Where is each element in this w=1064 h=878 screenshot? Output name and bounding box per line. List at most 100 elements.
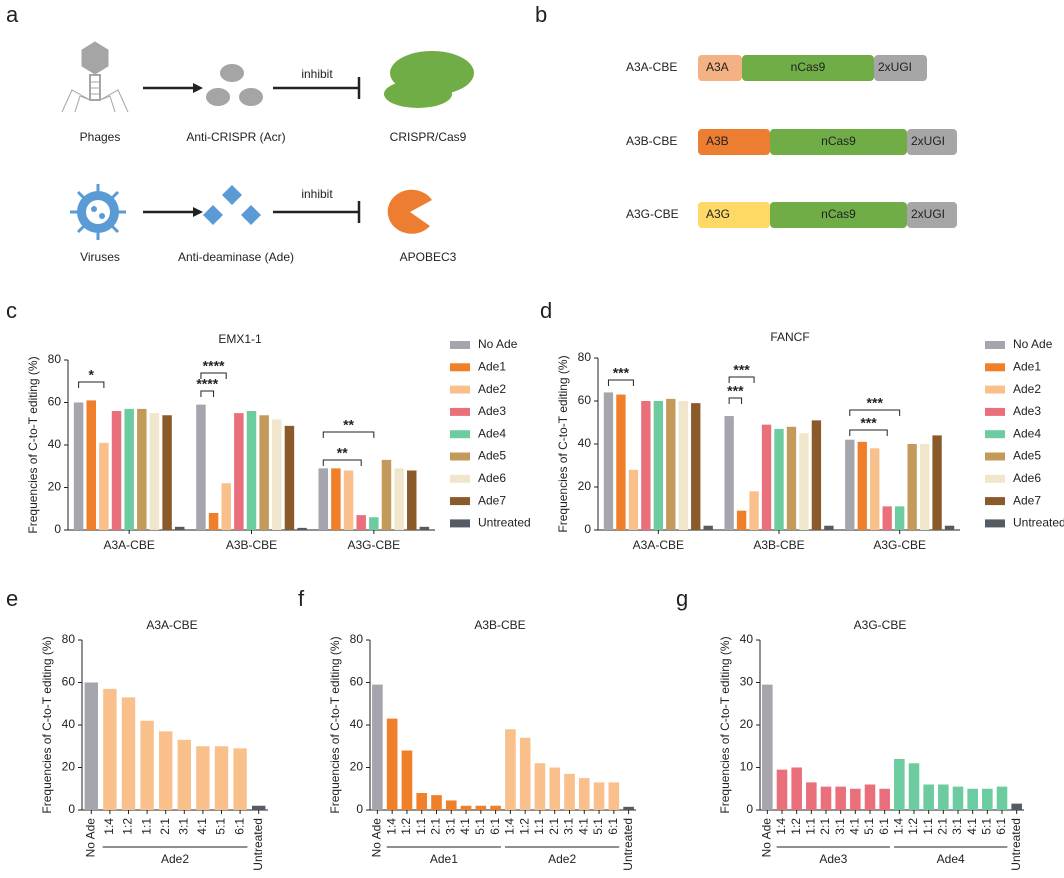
bar: [774, 428, 784, 530]
y-tick-label: 0: [356, 802, 363, 816]
bar: [623, 806, 634, 810]
bar: [124, 408, 134, 530]
significance-label: ***: [860, 415, 877, 431]
bar: [761, 424, 772, 530]
bar: [666, 398, 676, 530]
legend-swatch: [985, 385, 1005, 394]
bar: [944, 525, 955, 530]
legend-label: Ade7: [478, 493, 506, 507]
bar: [1011, 803, 1022, 810]
y-tick-label: 0: [584, 522, 591, 536]
chart-title: FANCF: [770, 330, 809, 344]
bar: [121, 697, 136, 810]
x-tick-label: 2:1: [158, 818, 172, 835]
y-axis-label: Frequencies of C-to-T editing (%): [556, 355, 570, 532]
y-tick-label: 80: [62, 632, 76, 646]
y-tick-label: 40: [740, 632, 754, 646]
construct-segment: [874, 55, 927, 81]
inhibitor-label: Anti-deaminase (Ade): [178, 250, 294, 264]
inhibitor-label: Anti-CRISPR (Acr): [186, 130, 285, 144]
panel-label: a: [6, 2, 19, 27]
construct-segment: [907, 129, 957, 155]
bar: [616, 394, 626, 530]
legend-swatch: [450, 452, 470, 461]
bar: [386, 718, 398, 810]
construct-segment: [698, 202, 770, 228]
segment-label: 2xUGI: [911, 207, 945, 221]
x-tick-label: 2:1: [818, 818, 832, 835]
legend-label: Untreated: [1013, 516, 1064, 530]
phage-icon: [61, 41, 129, 113]
significance-bracket: [78, 381, 105, 388]
legend-label: Ade5: [478, 449, 506, 463]
source-label: Phages: [80, 130, 121, 144]
x-tick-label: A3B-CBE: [226, 538, 277, 552]
x-tick-label: Untreated: [251, 818, 265, 871]
x-tick-label: 4:1: [848, 818, 862, 835]
y-axis-label: Frequencies of C-to-T editing (%): [718, 636, 732, 813]
segment-label: nCas9: [791, 60, 826, 74]
segment-label: A3G: [706, 207, 730, 221]
bar: [762, 684, 773, 810]
y-tick-label: 80: [350, 632, 364, 646]
legend-swatch: [450, 474, 470, 483]
target-label: APOBEC3: [400, 250, 457, 264]
bar: [149, 413, 160, 530]
bar: [806, 782, 817, 810]
x-tick-label: No Ade: [370, 818, 384, 858]
x-tick-label: A3B-CBE: [753, 538, 804, 552]
bar: [196, 746, 210, 810]
y-tick-label: 40: [350, 717, 364, 731]
bar: [894, 759, 905, 810]
legend-swatch: [450, 430, 470, 439]
bar: [653, 401, 664, 530]
bar: [820, 786, 832, 810]
x-tick-label: 1:4: [774, 818, 788, 835]
bar: [864, 784, 876, 810]
bar: [564, 773, 575, 810]
bar: [159, 731, 173, 810]
x-tick-label: 2:1: [547, 818, 561, 835]
bar: [982, 788, 993, 810]
chart-title: A3A-CBE: [146, 618, 197, 632]
bar: [99, 442, 109, 530]
x-tick-label: 1:4: [384, 818, 398, 835]
legend-label: Ade7: [1013, 493, 1041, 507]
bar: [703, 525, 713, 530]
bar: [786, 426, 797, 530]
segment-label: nCas9: [821, 207, 856, 221]
bar: [870, 448, 880, 530]
chart-title: EMX1-1: [218, 332, 262, 346]
significance-label: *: [89, 367, 95, 383]
panel-label: f: [298, 586, 305, 611]
x-tick-label: 6:1: [877, 818, 891, 835]
construct-segment: [907, 202, 957, 228]
x-tick-label: A3A-CBE: [103, 538, 154, 552]
y-tick-label: 80: [578, 350, 592, 364]
group-label: Ade1: [430, 852, 458, 866]
bar: [233, 748, 247, 810]
bar: [534, 763, 546, 810]
y-tick-label: 40: [48, 437, 62, 451]
bar: [111, 411, 122, 530]
bar: [343, 470, 354, 530]
x-tick-label: 1:1: [921, 818, 935, 835]
x-tick-label: 5:1: [862, 818, 876, 835]
bar: [967, 788, 978, 810]
bar: [608, 782, 620, 810]
bar: [641, 401, 651, 530]
x-tick-label: No Ade: [760, 818, 774, 858]
x-tick-label: 5:1: [473, 818, 487, 835]
x-tick-label: 1:2: [906, 818, 920, 835]
x-tick-label: 1:2: [121, 818, 135, 835]
y-axis-label: Frequencies of C-to-T editing (%): [328, 636, 342, 813]
bar: [177, 739, 191, 810]
bar: [445, 800, 457, 810]
bar: [678, 401, 688, 530]
action-label: inhibit: [301, 187, 333, 201]
x-tick-label: 3:1: [950, 818, 964, 835]
x-tick-label: 3:1: [562, 818, 576, 835]
panel-label: d: [540, 298, 552, 323]
bar: [103, 688, 117, 810]
bar: [86, 400, 96, 530]
